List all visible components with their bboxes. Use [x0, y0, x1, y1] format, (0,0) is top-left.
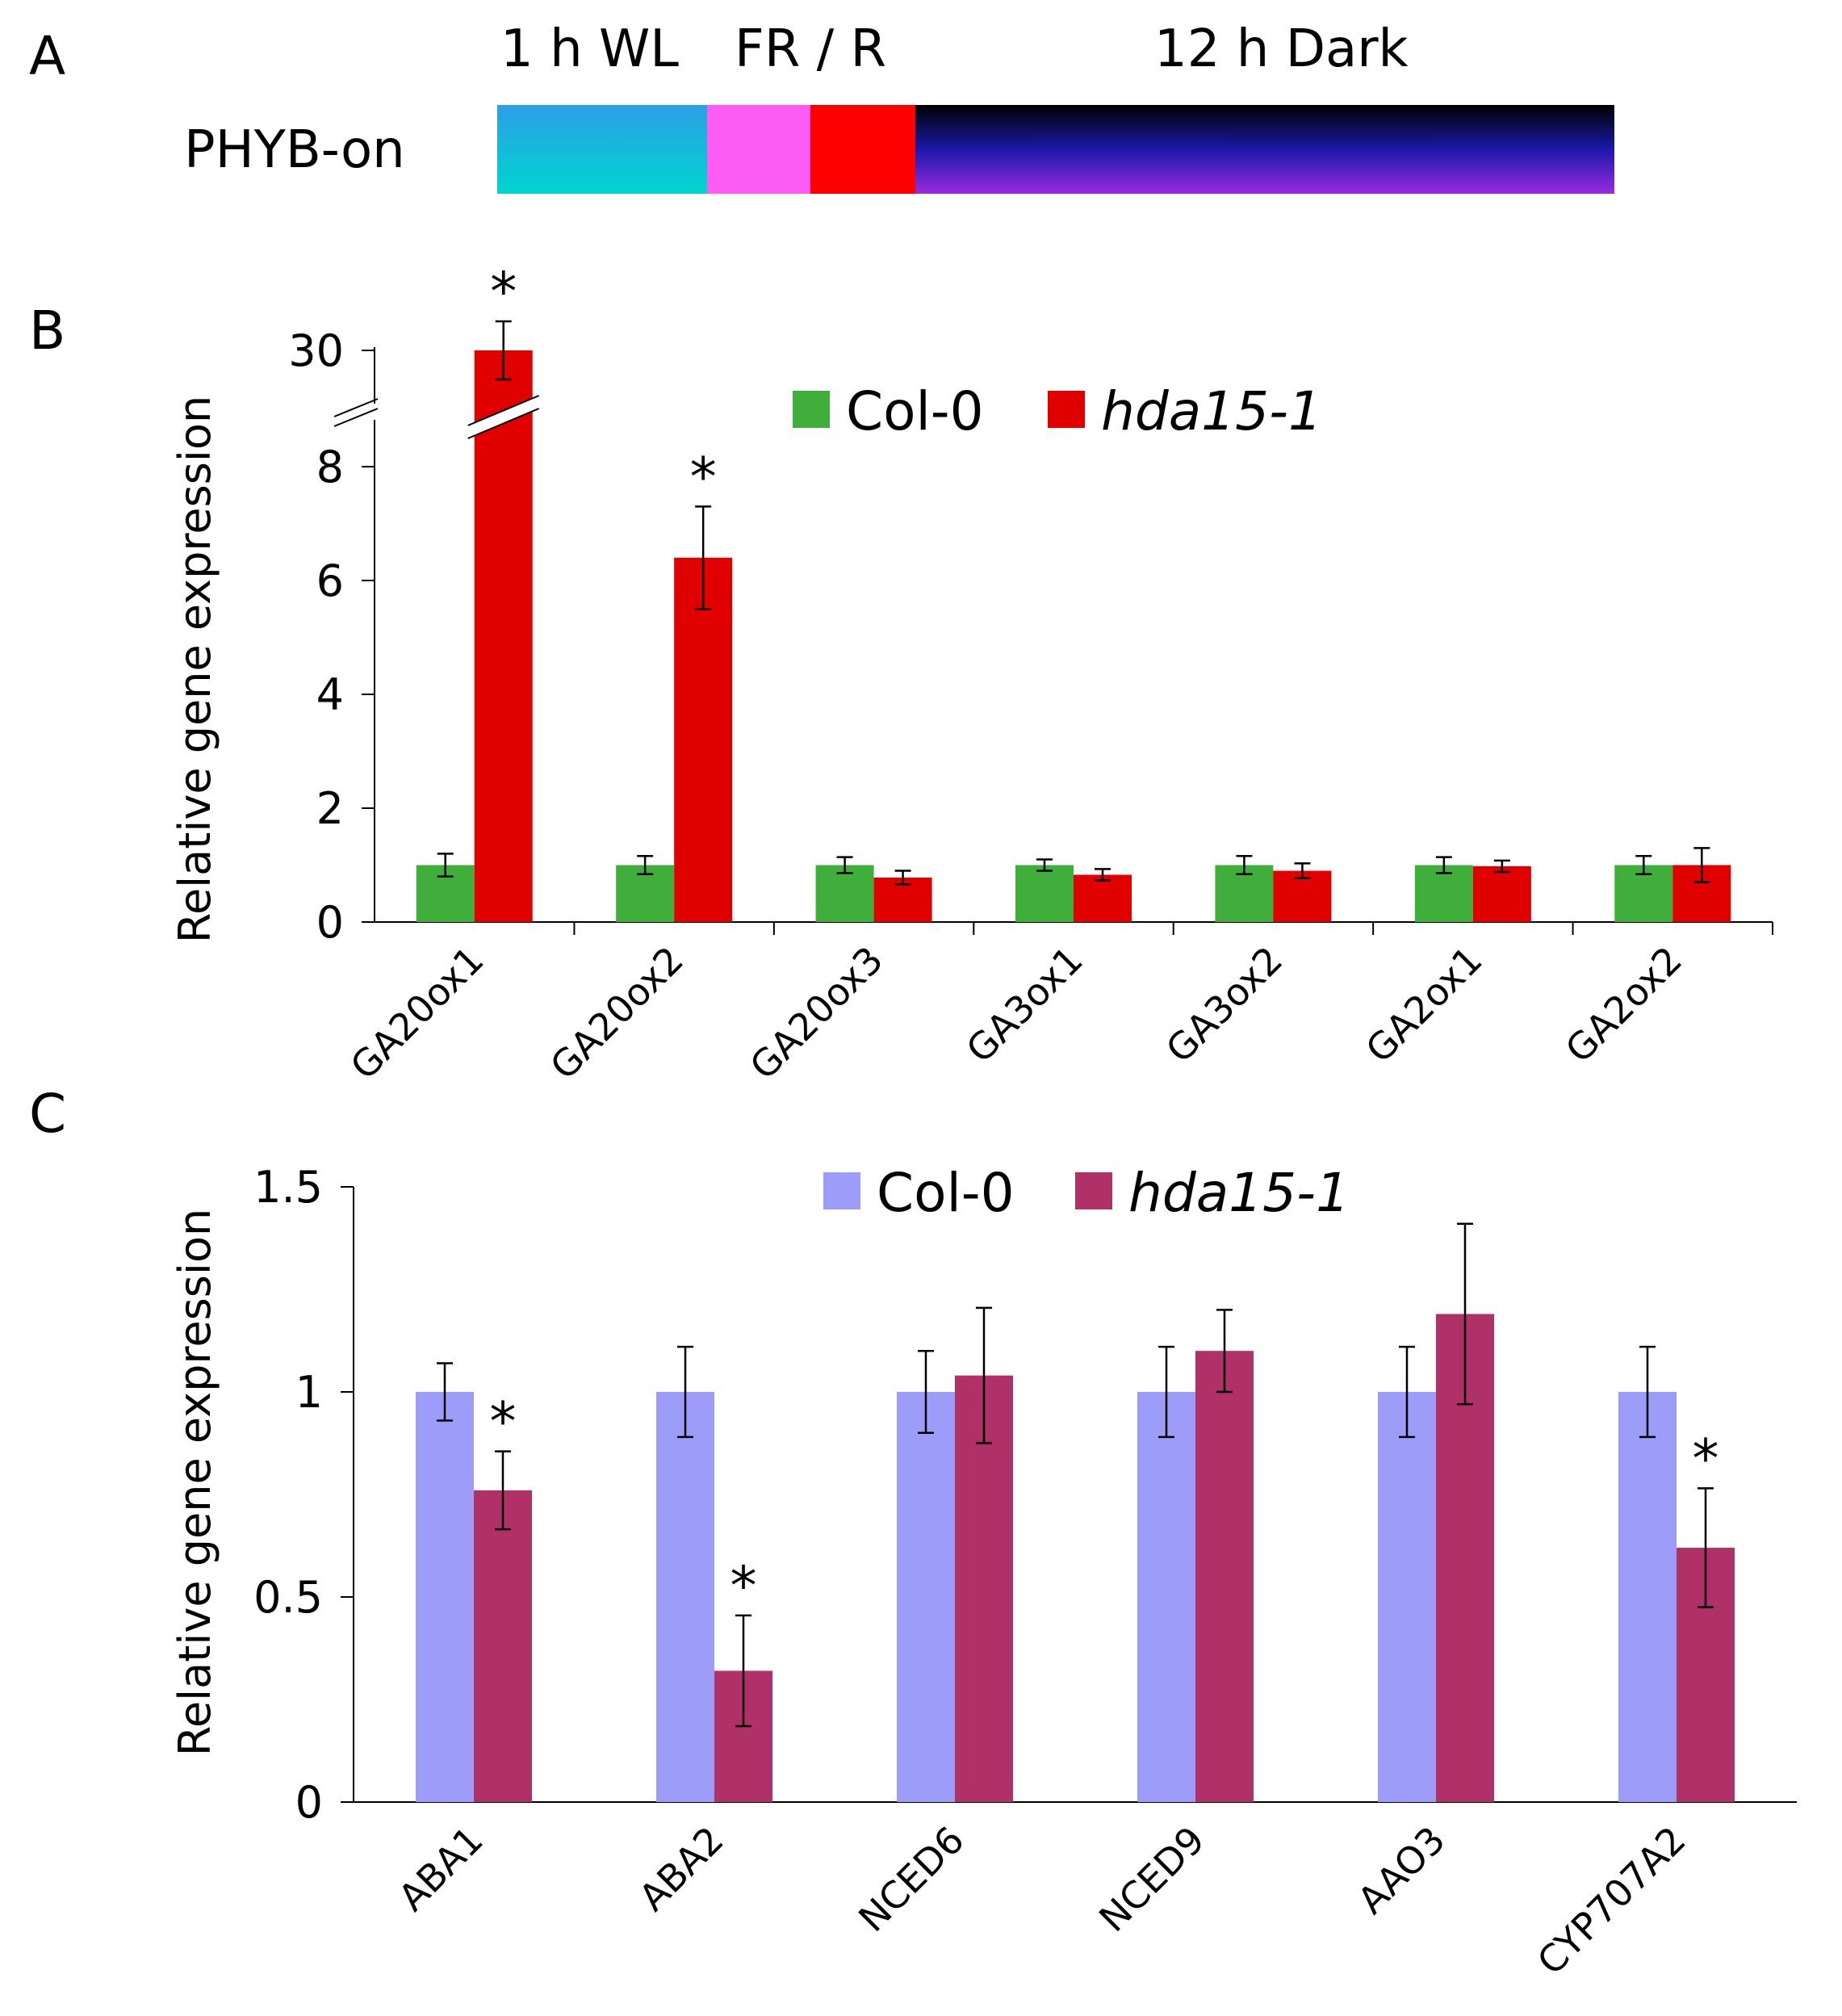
chart-b-axis-break-2	[333, 408, 379, 427]
chart-c-legend-swatch-hda15	[1075, 1172, 1112, 1209]
chart-c-bar-NCED6-col0	[897, 1392, 955, 1802]
chart-b-legend-label-col0: Col-0	[846, 380, 984, 442]
chart-b-xtick-label-GA20ox1: GA20ox1	[342, 938, 492, 1088]
chart-b-xtick-label-GA2ox1: GA2ox1	[1357, 938, 1490, 1071]
chart-b-ytick-label-0: 0	[316, 897, 344, 948]
chart-c-bar-NCED6-hda15	[955, 1375, 1013, 1802]
chart-b-bar-GA3ox1-hda15	[1074, 874, 1132, 922]
timeline-segment-label-fr-r: FR / R	[735, 19, 886, 79]
chart-b-significance-GA20ox2: *	[690, 446, 717, 508]
chart-c-xtick-label-ABA1: ABA1	[390, 1818, 492, 1920]
chart-b: 0 2 4 6 8 30 * GA20ox1 * GA20ox2 GA20ox3 GA3ox1 GA3o…	[288, 261, 1773, 1088]
chart-b-xtick-label-GA3ox1: GA3ox1	[958, 938, 1091, 1071]
chart-c-xtick-label-CYP707A2: CYP707A2	[1529, 1818, 1694, 1984]
panel-label-a: A	[29, 25, 65, 87]
chart-c-bar-ABA1-col0	[416, 1392, 474, 1802]
chart-c-legend-label-col0: Col-0	[877, 1162, 1015, 1224]
chart-c-legend-swatch-col0	[823, 1172, 860, 1209]
timeline-row-label: PHYB-on	[184, 120, 405, 180]
chart-c-ylabel: Relative gene expression	[170, 1209, 220, 1756]
chart-b-ytick-label-2: 4	[316, 669, 344, 720]
chart-c-bar-AAO3-col0	[1378, 1392, 1436, 1802]
chart-b-legend-swatch-col0	[793, 391, 830, 428]
chart-b-axis-break-1	[333, 398, 379, 417]
chart-c-bar-ABA1-hda15	[474, 1490, 532, 1802]
panel-label-c: C	[29, 1083, 66, 1145]
chart-c-legend-label-hda15: hda15-1	[1128, 1162, 1350, 1224]
chart-b-ytick-label-3: 6	[316, 555, 344, 606]
timeline-segment-fr	[707, 105, 810, 194]
panel-label-b: B	[29, 300, 65, 362]
timeline-segment-label-wl: 1 h WL	[500, 19, 679, 79]
chart-b-xtick-label-GA2ox2: GA2ox2	[1557, 938, 1690, 1071]
chart-c-xtick-label-AAO3: AAO3	[1349, 1818, 1453, 1922]
chart-c-ytick-label-2: 1	[295, 1367, 323, 1418]
chart-c-significance-ABA1: *	[490, 1391, 517, 1453]
chart-b-significance-GA20ox1: *	[490, 261, 517, 323]
chart-b-xtick-label-GA20ox3: GA20ox3	[741, 938, 891, 1088]
chart-c: 0 0.5 1 1.5 * ABA1 * ABA2 NCED6 NCED9 AAO3 * CYP707A…	[253, 1162, 1797, 1983]
timeline-segment-label-dark: 12 h Dark	[1154, 19, 1409, 79]
chart-c-bar-NCED9-hda15	[1195, 1351, 1254, 1802]
chart-b-bar-break-edge-1-GA20ox1	[467, 395, 540, 426]
chart-c-bar-NCED9-col0	[1137, 1392, 1195, 1802]
timeline-segment-dark	[915, 105, 1614, 194]
panel-b: B Relative gene expression 0 2 4 6 8 30 * GA20o…	[29, 261, 1773, 1088]
chart-c-significance-CYP707A2: *	[1693, 1427, 1719, 1490]
chart-c-ytick-label-3: 1.5	[253, 1162, 323, 1213]
chart-b-bar-break-GA20ox1	[466, 396, 542, 438]
chart-b-ytick-label-4: 8	[316, 442, 344, 492]
chart-b-bar-GA2ox1-hda15	[1472, 865, 1531, 922]
chart-b-bar-GA3ox1-col0	[1015, 865, 1074, 922]
chart-c-bar-ABA2-col0	[656, 1392, 714, 1802]
chart-b-bar-GA20ox3-col0	[815, 865, 874, 922]
chart-b-legend-swatch-hda15	[1048, 391, 1085, 428]
timeline-segment-r	[810, 105, 915, 194]
chart-b-bar-GA3ox2-hda15	[1273, 870, 1332, 922]
chart-c-legend: Col-0 hda15-1	[823, 1162, 1350, 1224]
chart-c-ytick-label-0: 0	[295, 1777, 323, 1828]
chart-c-xtick-label-ABA2: ABA2	[630, 1818, 732, 1920]
chart-b-bar-GA20ox2-hda15	[674, 557, 733, 922]
chart-c-ytick-label-1: 0.5	[253, 1572, 323, 1623]
timeline-segment-wl	[497, 105, 707, 194]
chart-b-xtick-label-GA3ox2: GA3ox2	[1158, 938, 1291, 1071]
chart-b-ylabel: Relative gene expression	[170, 396, 220, 943]
chart-b-bar-break-edge-2-GA20ox1	[467, 408, 540, 439]
chart-b-ytick-label-1: 2	[316, 783, 344, 834]
panel-c: C Relative gene expression 0 0.5 1 1.5 * ABA1…	[29, 1083, 1797, 1983]
chart-c-xtick-label-NCED6: NCED6	[850, 1818, 973, 1941]
chart-c-significance-ABA2: *	[731, 1555, 757, 1617]
chart-b-legend-label-hda15: hda15-1	[1101, 380, 1322, 442]
chart-c-bar-CYP707A2-col0	[1618, 1392, 1677, 1802]
chart-b-ytick-label-5: 30	[288, 325, 344, 376]
chart-b-xtick-label-GA20ox2: GA20ox2	[542, 938, 692, 1088]
chart-b-bar-GA2ox1-col0	[1414, 865, 1473, 922]
chart-b-legend: Col-0 hda15-1	[793, 380, 1322, 442]
chart-b-bar-GA20ox1-hda15	[474, 350, 533, 922]
panel-a: A PHYB-on 1 h WL FR / R 12 h Dark	[29, 19, 1614, 194]
chart-c-xtick-label-NCED9: NCED9	[1091, 1818, 1213, 1941]
